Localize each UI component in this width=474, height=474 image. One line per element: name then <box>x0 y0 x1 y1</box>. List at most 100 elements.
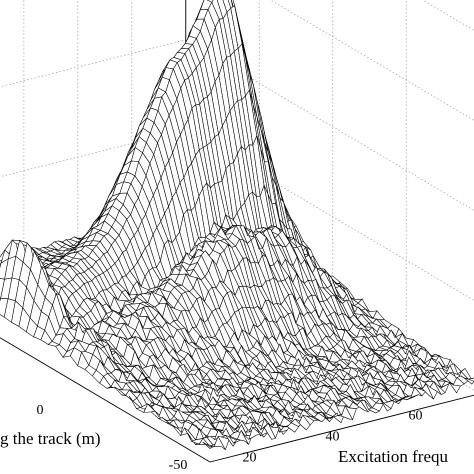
surface-cell <box>243 387 255 399</box>
surface-cell <box>211 0 224 20</box>
surface-cell <box>174 409 186 424</box>
surface-cell <box>191 206 203 244</box>
surface-cell <box>285 387 297 401</box>
surface-cell <box>151 291 163 304</box>
surface-cell <box>46 251 58 257</box>
surface-cell <box>199 335 212 349</box>
surface-cell <box>204 9 216 40</box>
surface-cell <box>80 272 92 283</box>
surface-cell <box>122 275 134 295</box>
surface-cell <box>375 333 387 346</box>
surface-cell <box>347 290 359 306</box>
surface-cell <box>162 303 174 325</box>
surface-cell <box>208 405 220 417</box>
surface-cell <box>364 322 377 335</box>
surface-cell <box>195 348 207 366</box>
surface-cell <box>61 269 73 282</box>
surface-cell <box>103 373 115 387</box>
surface-cell <box>142 364 154 379</box>
surface-cell <box>134 197 146 221</box>
surface-cell <box>222 350 234 368</box>
surface-cell <box>276 316 288 339</box>
surface-cell <box>79 300 91 314</box>
surface-cell <box>104 213 116 227</box>
surface-cell <box>78 236 90 246</box>
surface-cell <box>294 358 306 373</box>
surface-cell <box>211 309 224 329</box>
surface-cell <box>112 348 124 358</box>
surface-cell <box>328 369 340 374</box>
surface-cell <box>189 412 201 421</box>
surface-cell <box>182 273 194 292</box>
surface-cell <box>376 319 388 329</box>
surface-cell <box>221 227 233 240</box>
surface-cell <box>169 348 181 362</box>
surface-cell <box>76 306 88 318</box>
surface-cell <box>160 244 172 282</box>
surface-cell <box>217 389 229 399</box>
surface-cell <box>173 99 185 135</box>
surface-cell <box>162 406 174 421</box>
surface-cell <box>193 277 205 302</box>
surface-cell <box>312 266 324 288</box>
surface-cell <box>222 168 234 220</box>
surface-cell <box>104 198 116 212</box>
surface-cell <box>287 332 300 346</box>
surface-cell <box>153 227 165 261</box>
surface-cell <box>295 330 307 350</box>
surface-cell <box>198 233 210 244</box>
surface-cell <box>333 343 345 358</box>
surface-cell <box>274 244 286 266</box>
surface-cell <box>129 389 141 399</box>
surface-cell <box>352 339 364 349</box>
surface-cell <box>409 339 421 349</box>
surface-cell <box>176 134 188 178</box>
surface-cell <box>110 283 122 300</box>
surface-cell <box>326 335 338 348</box>
surface-cell <box>245 59 258 118</box>
surface-cell <box>244 380 256 385</box>
surface-cell <box>189 288 201 299</box>
surface-cell <box>120 323 132 340</box>
surface-cell <box>266 382 278 393</box>
surface-cell <box>63 347 75 358</box>
surface-cell <box>172 142 184 183</box>
surface-cell <box>131 128 143 149</box>
surface-cell <box>220 250 232 272</box>
surface-cell <box>211 81 223 135</box>
surface-cell <box>165 160 177 198</box>
surface-cell <box>165 335 177 354</box>
surface-cell <box>125 304 137 314</box>
surface-cell <box>177 294 190 312</box>
surface-cell <box>142 118 155 134</box>
surface-cell <box>55 344 67 358</box>
surface-cell <box>88 267 100 277</box>
surface-cell <box>366 368 378 379</box>
surface-cell <box>254 261 266 287</box>
surface-cell <box>164 206 176 243</box>
surface-cell <box>173 329 185 350</box>
surface-cell <box>268 349 280 367</box>
surface-cell <box>169 335 181 354</box>
surface-cell <box>73 263 85 274</box>
surface-cell <box>362 372 374 379</box>
surface-cell <box>213 234 225 243</box>
surface-cell <box>74 241 86 250</box>
surface-cell <box>204 405 216 417</box>
surface-cell <box>185 310 197 328</box>
surface-cell <box>313 361 325 376</box>
surface-cell <box>156 221 169 245</box>
surface-cell <box>0 277 12 299</box>
surface-cell <box>182 390 194 396</box>
surface-cell <box>96 345 108 366</box>
surface-cell <box>219 324 231 348</box>
surface-cell <box>335 376 347 385</box>
surface-cell <box>135 118 147 138</box>
surface-cell <box>320 380 332 387</box>
surface-cell <box>100 346 112 361</box>
surface-cell <box>72 274 85 288</box>
surface-cell <box>386 349 398 359</box>
surface-cell <box>142 142 154 164</box>
surface-cell <box>378 349 391 357</box>
surface-cell <box>161 348 173 370</box>
